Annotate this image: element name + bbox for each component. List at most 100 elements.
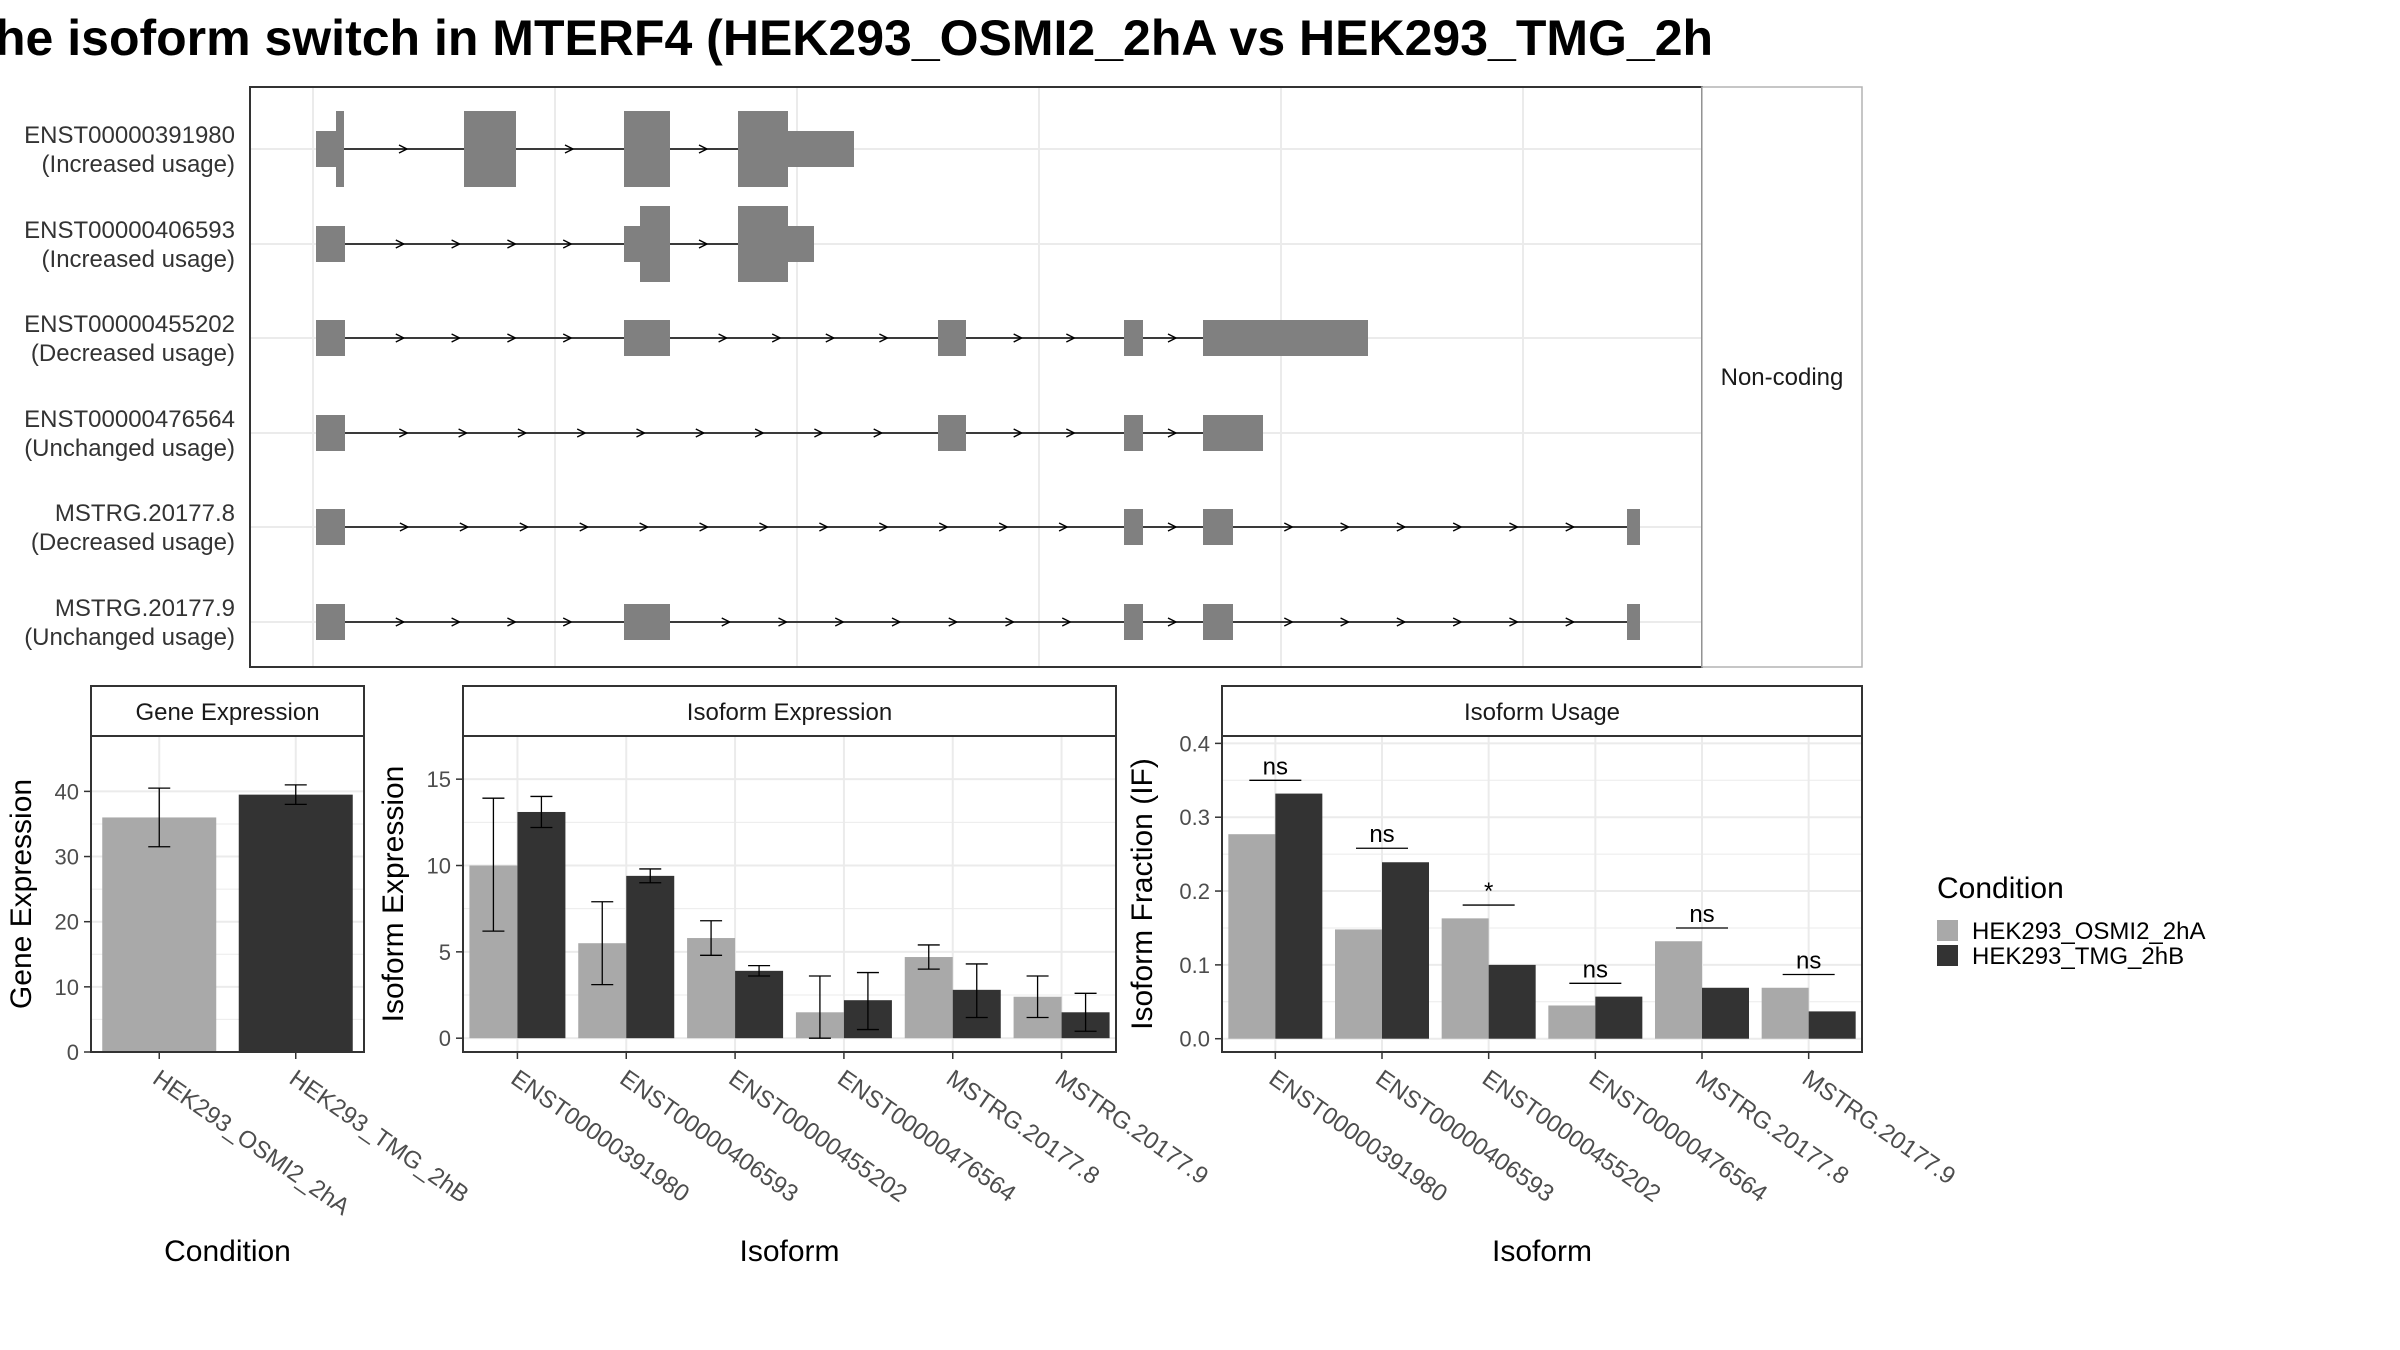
y-tick-label: 0.2 xyxy=(1179,879,1210,904)
strand-arrow xyxy=(564,144,575,154)
y-tick-label: 15 xyxy=(427,767,451,792)
error-bar xyxy=(1074,992,1097,1032)
exon-block xyxy=(1124,320,1143,356)
bar xyxy=(626,875,675,1039)
strand-arrow xyxy=(1452,522,1463,532)
bar xyxy=(1488,964,1536,1039)
bar xyxy=(1702,987,1749,1039)
legend-swatch xyxy=(1937,920,1958,941)
strand-arrow xyxy=(507,333,517,343)
exon-block xyxy=(316,320,345,356)
bar xyxy=(102,817,217,1052)
error-bar xyxy=(700,920,723,956)
error-bar xyxy=(591,901,614,986)
transcript-id-label: ENST00000455202 xyxy=(24,311,235,338)
bar xyxy=(1335,929,1382,1039)
exon-block xyxy=(788,226,814,262)
strand-arrow xyxy=(1283,522,1294,532)
plot-bg xyxy=(463,736,1116,1052)
exon-block xyxy=(316,415,345,451)
strand-arrow xyxy=(579,522,590,532)
transcript-id-label: MSTRG.20177.9 xyxy=(55,595,235,622)
exon-block xyxy=(640,206,670,282)
strand-arrow xyxy=(1283,617,1294,627)
significance-label: ns xyxy=(1689,901,1714,928)
legend-label: HEK293_OSMI2_2hA xyxy=(1972,918,2205,945)
transcript-row: ENST00000455202(Decreased usage) xyxy=(24,311,1368,367)
significance-label: * xyxy=(1484,878,1493,905)
transcript-id-label: ENST00000391980 xyxy=(24,122,235,149)
strand-arrow xyxy=(754,428,765,438)
x-tick-label: ENST00000476564 xyxy=(832,1065,1020,1208)
facet-label: Non-coding xyxy=(1721,364,1844,391)
legend-item: HEK293_TMG_2hB xyxy=(1937,943,2184,970)
exon-block xyxy=(1203,509,1233,545)
strand-arrow xyxy=(1167,522,1178,532)
plot-border xyxy=(462,735,1117,1053)
strand-arrow xyxy=(759,522,770,532)
y-tick-label: 20 xyxy=(55,910,79,935)
y-tick-label: 0.0 xyxy=(1179,1027,1210,1052)
strand-arrow xyxy=(1396,617,1407,627)
exon-block xyxy=(1124,509,1143,545)
x-tick-label: ENST00000476564 xyxy=(1584,1065,1772,1208)
significance-label: ns xyxy=(1369,821,1394,848)
exon-block xyxy=(336,111,344,187)
strand-arrow xyxy=(1340,617,1351,627)
transcript-status-label: (Increased usage) xyxy=(42,151,235,178)
exon-block xyxy=(624,226,640,262)
strand-arrow xyxy=(1340,522,1351,532)
y-tick-label: 0.4 xyxy=(1179,731,1210,756)
exon-block xyxy=(1627,509,1640,545)
strand-arrow xyxy=(562,239,573,249)
legend-swatch xyxy=(1937,945,1958,966)
strand-arrow xyxy=(825,333,836,343)
bar xyxy=(904,957,953,1039)
transcript-id-label: ENST00000406593 xyxy=(24,217,235,244)
exon-block xyxy=(1203,415,1263,451)
isoform-expression-panel: Isoform Expression051015ENST00000391980E… xyxy=(377,685,1213,1268)
strand-arrow xyxy=(451,333,462,343)
bar xyxy=(1595,996,1643,1039)
strand-arrow xyxy=(698,239,709,249)
legend-title: Condition xyxy=(1937,872,2064,905)
exon-block xyxy=(624,320,670,356)
strand-arrow xyxy=(517,428,528,438)
panel-strip-title: Gene Expression xyxy=(135,699,319,726)
strand-arrow xyxy=(1509,522,1519,532)
error-bar xyxy=(148,787,171,848)
strand-arrow xyxy=(1167,428,1178,438)
error-bar xyxy=(965,963,988,1019)
exon-block xyxy=(316,226,345,262)
bar xyxy=(1275,793,1323,1039)
bar xyxy=(517,811,566,1039)
error-bar xyxy=(748,965,771,977)
exon-block xyxy=(1124,604,1143,640)
exon-block xyxy=(738,111,788,187)
x-tick-label: ENST00000455202 xyxy=(1477,1065,1665,1208)
strand-arrow xyxy=(1066,333,1076,343)
strand-arrow xyxy=(698,144,709,154)
strand-arrow xyxy=(814,428,824,438)
bar xyxy=(1382,862,1429,1039)
strand-arrow xyxy=(395,617,406,627)
x-axis-title: Isoform xyxy=(1492,1235,1592,1268)
strand-arrow xyxy=(395,333,406,343)
strand-arrow xyxy=(1061,617,1072,627)
error-bar xyxy=(284,784,307,806)
strand-arrow xyxy=(695,428,706,438)
strand-arrow xyxy=(1058,522,1069,532)
exon-block xyxy=(1627,604,1640,640)
exon-block xyxy=(938,415,966,451)
transcript-id-label: MSTRG.20177.8 xyxy=(55,500,235,527)
strand-arrow xyxy=(1005,617,1016,627)
error-bar xyxy=(917,944,940,970)
strand-arrow xyxy=(1013,333,1024,343)
x-axis-title: Condition xyxy=(164,1235,291,1268)
strand-arrow xyxy=(1452,617,1463,627)
strand-arrow xyxy=(451,617,462,627)
exon-block xyxy=(788,131,854,167)
exon-block xyxy=(938,320,966,356)
strand-arrow xyxy=(873,428,884,438)
